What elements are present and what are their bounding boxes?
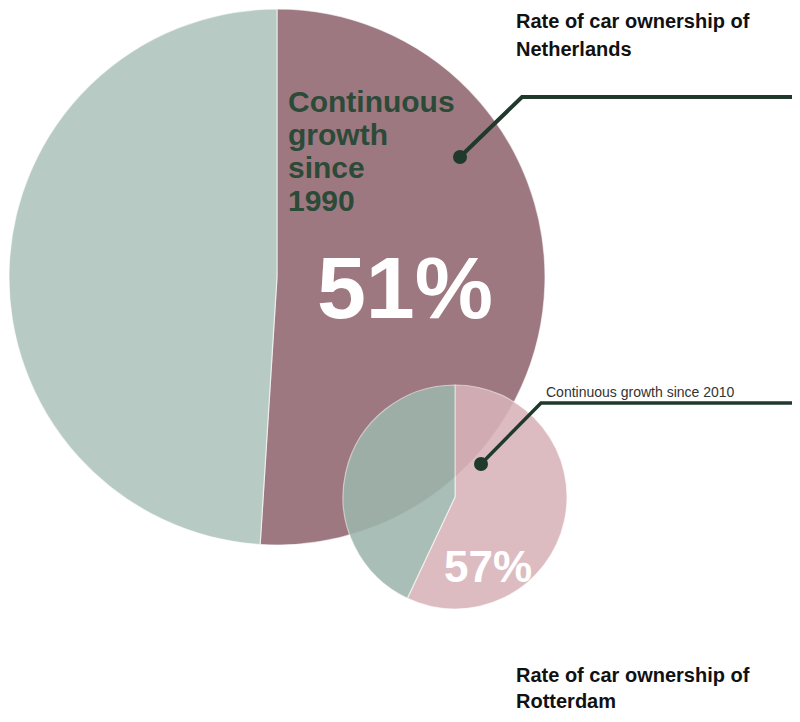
text-line: since — [288, 151, 365, 184]
value-label: 51% — [317, 238, 493, 337]
text-line: 1990 — [288, 184, 355, 217]
text-line: Rate of car ownership of — [516, 664, 750, 686]
text-line: growth — [288, 118, 388, 151]
annotation: Continuousgrowthsince1990 — [288, 85, 455, 217]
pie — [343, 385, 567, 609]
pie-title: Rate of car ownership of Rotterdam — [516, 664, 750, 712]
pie-title: Rate of car ownership of Netherlands — [516, 10, 750, 60]
chart-canvas: 51% Continuousgrowthsince1990 Rate of car … — [0, 0, 800, 722]
leader-line — [481, 403, 792, 464]
pie-slice — [343, 385, 455, 598]
text-line: Rate of car ownership of — [516, 10, 750, 32]
pie-slice — [9, 9, 277, 544]
value-label: 57% — [444, 542, 532, 591]
text-line: Continuous — [288, 85, 455, 118]
leader-line — [460, 97, 792, 157]
annotation: Continuous growth since 2010 — [546, 384, 735, 400]
leader-dot — [474, 457, 488, 471]
leader-dot — [453, 150, 467, 164]
labels: 51% Continuousgrowthsince1990 Rate of car … — [288, 10, 792, 712]
text-line: Rotterdam — [516, 690, 616, 712]
text-line: Netherlands — [516, 38, 632, 60]
